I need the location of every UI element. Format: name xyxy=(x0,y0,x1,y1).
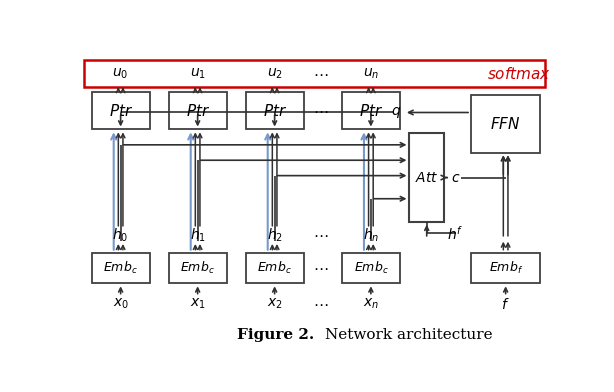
Bar xyxy=(91,93,150,129)
Text: $\cdots$: $\cdots$ xyxy=(313,104,328,118)
Text: $\cdots$: $\cdots$ xyxy=(313,297,328,311)
Bar xyxy=(85,60,545,87)
Text: $x_2$: $x_2$ xyxy=(266,297,282,311)
Text: $Ptr$: $Ptr$ xyxy=(263,103,287,119)
Text: $u_1$: $u_1$ xyxy=(190,66,206,81)
Text: $x_0$: $x_0$ xyxy=(112,297,129,311)
Text: $x_n$: $x_n$ xyxy=(363,297,379,311)
Text: $Ptr$: $Ptr$ xyxy=(185,103,210,119)
Text: $h_1$: $h_1$ xyxy=(190,226,206,243)
Text: $softmax$: $softmax$ xyxy=(487,65,551,82)
Text: $Emb_c$: $Emb_c$ xyxy=(257,260,292,276)
Text: $h_0$: $h_0$ xyxy=(112,226,129,243)
Text: $u_n$: $u_n$ xyxy=(363,66,379,81)
Bar xyxy=(246,93,303,129)
Text: $u_0$: $u_0$ xyxy=(112,66,129,81)
Text: $Emb_c$: $Emb_c$ xyxy=(103,260,138,276)
Text: $f$: $f$ xyxy=(501,297,510,312)
Text: $h_2$: $h_2$ xyxy=(266,226,282,243)
Bar xyxy=(169,93,227,129)
Bar xyxy=(169,252,227,283)
Text: $q$: $q$ xyxy=(391,105,402,120)
Text: $h_n$: $h_n$ xyxy=(363,226,379,243)
Text: $x_1$: $x_1$ xyxy=(190,297,206,311)
Text: $h^f$: $h^f$ xyxy=(448,225,464,242)
Bar xyxy=(471,95,540,152)
Text: $\cdots$: $\cdots$ xyxy=(313,228,328,242)
Bar xyxy=(410,133,444,222)
Text: $Att$: $Att$ xyxy=(415,171,438,185)
Text: $\cdots$: $\cdots$ xyxy=(313,67,328,81)
Bar xyxy=(342,252,400,283)
Text: $u_2$: $u_2$ xyxy=(266,66,282,81)
Text: $FFN$: $FFN$ xyxy=(491,116,521,132)
Bar xyxy=(246,252,303,283)
Text: Network architecture: Network architecture xyxy=(325,328,492,342)
Text: $Emb_c$: $Emb_c$ xyxy=(354,260,388,276)
Text: $c$: $c$ xyxy=(451,171,460,185)
Text: Figure 2.: Figure 2. xyxy=(238,328,315,342)
Text: $\cdots$: $\cdots$ xyxy=(313,261,328,275)
Bar xyxy=(342,93,400,129)
Bar xyxy=(91,252,150,283)
Text: $Emb_c$: $Emb_c$ xyxy=(181,260,215,276)
Text: $Emb_f$: $Emb_f$ xyxy=(489,260,523,276)
Text: $Ptr$: $Ptr$ xyxy=(359,103,383,119)
Bar xyxy=(471,252,540,283)
Text: $Ptr$: $Ptr$ xyxy=(109,103,133,119)
